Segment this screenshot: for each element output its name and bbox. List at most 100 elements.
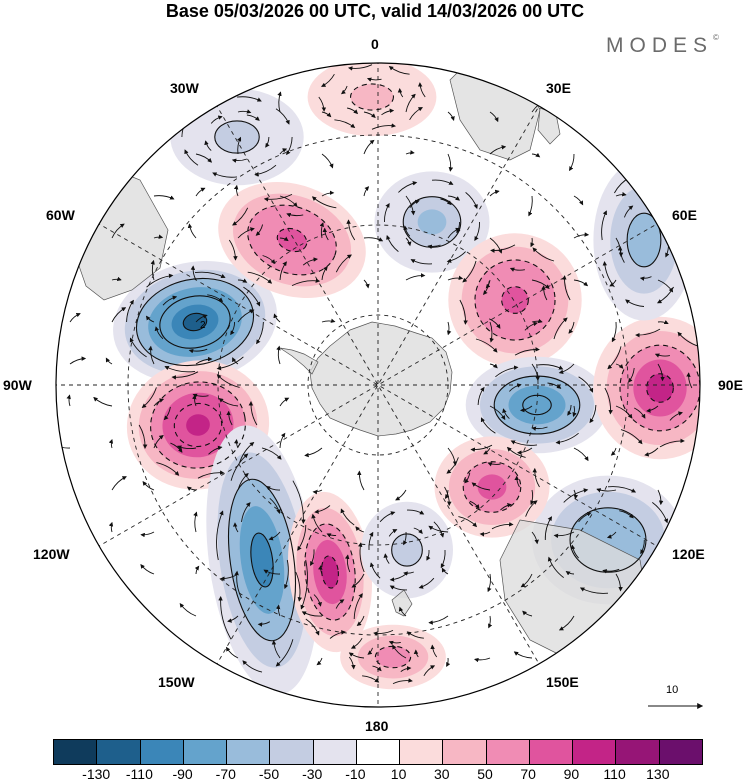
wind-arrow — [578, 511, 592, 523]
wind-arrow — [389, 585, 408, 591]
wind-arrow — [573, 232, 590, 239]
wind-arrow — [447, 447, 458, 466]
wind-arrow — [601, 210, 607, 241]
wind-arrow — [269, 497, 281, 514]
wind-arrow — [388, 640, 401, 646]
wind-arrow — [232, 522, 239, 533]
anomaly-low-tasman — [391, 533, 423, 567]
anomaly-high-180 — [375, 646, 411, 668]
wind-arrow — [363, 139, 375, 155]
wind-arrow — [489, 318, 501, 329]
wind-arrow — [230, 453, 249, 481]
wind-arrow — [195, 314, 208, 323]
wind-arrow — [237, 136, 242, 155]
wind-arrow — [188, 348, 208, 354]
wind-arrow — [569, 153, 575, 172]
colorbar-tick-label: 70 — [520, 766, 536, 782]
colorbar-swatch — [227, 740, 271, 764]
wind-arrow — [398, 606, 407, 617]
wind-arrow — [262, 255, 276, 264]
wind-arrow — [553, 531, 575, 539]
wind-arrow — [318, 96, 327, 112]
wind-arrow — [347, 107, 359, 115]
wind-arrow — [652, 502, 669, 524]
lon-label-60w: 60W — [46, 207, 75, 223]
wind-arrow — [418, 577, 435, 589]
wind-arrow — [263, 569, 281, 575]
wind-arrow — [525, 500, 538, 517]
wind-arrow — [186, 486, 197, 491]
wind-arrow — [490, 244, 516, 253]
wind-arrow — [335, 254, 352, 273]
wind-arrow — [579, 587, 609, 594]
anomaly-high-indian-west — [501, 286, 529, 314]
colorbar-tick-label: -70 — [215, 766, 236, 782]
wind-arrow — [474, 221, 480, 241]
wind-arrow — [301, 611, 323, 617]
wind-arrow — [108, 521, 114, 533]
wind-arrow — [93, 396, 113, 407]
wind-arrow — [392, 678, 413, 685]
wind-arrow — [335, 599, 345, 609]
wind-arrow — [233, 184, 239, 197]
anomaly-high-south-of-australia — [477, 474, 507, 500]
wind-arrow — [156, 462, 180, 476]
wind-arrow — [237, 309, 255, 323]
wind-arrow — [319, 222, 324, 239]
wind-arrow — [563, 488, 589, 503]
lon-label-90w: 90W — [3, 377, 32, 393]
wind-arrow — [698, 407, 700, 430]
wind-arrow — [195, 356, 213, 365]
colorbar-tick-label: -10 — [345, 766, 366, 782]
wind-arrow — [265, 136, 270, 148]
wind-arrow — [573, 279, 589, 287]
wind-arrow — [383, 553, 390, 564]
wind-arrow — [553, 317, 568, 340]
wind-arrow — [286, 136, 293, 156]
wind-arrow — [669, 411, 683, 421]
colorbar-swatch — [616, 740, 660, 764]
wind-arrow — [388, 529, 398, 537]
wind-arrow — [615, 405, 633, 419]
wind-arrow — [279, 432, 286, 449]
wind-arrow — [530, 489, 535, 506]
wind-arrow — [447, 153, 454, 172]
wind-arrow — [279, 148, 288, 155]
wind-arrow — [440, 549, 446, 569]
lon-label-0: 0 — [371, 36, 379, 52]
wind-arrow — [247, 271, 273, 284]
wind-arrow — [212, 172, 238, 178]
wind-arrow — [635, 328, 661, 338]
wind-arrow — [386, 234, 399, 252]
wind-vectors — [56, 64, 700, 685]
wind-arrow — [615, 237, 624, 258]
wind-arrow — [405, 273, 426, 281]
lon-label-120w: 120W — [33, 546, 70, 562]
contour-line — [619, 344, 700, 432]
wind-arrow — [513, 651, 533, 659]
wind-arrow — [371, 123, 396, 130]
wind-arrow — [316, 657, 323, 666]
wind-arrow — [207, 294, 224, 302]
wind-arrow — [69, 356, 87, 365]
anomaly-low-atlantic-north — [214, 120, 260, 154]
lon-label-180: 180 — [365, 718, 389, 734]
wind-arrow — [520, 405, 533, 413]
wind-arrow — [389, 573, 407, 582]
lon-label-120e: 120E — [672, 546, 705, 562]
wind-arrow — [363, 237, 384, 242]
wind-arrow — [154, 326, 164, 340]
contour-line — [569, 507, 647, 573]
lon-label-150w: 150W — [158, 674, 195, 690]
wind-arrow — [105, 357, 113, 365]
wind-arrow — [368, 531, 374, 551]
wind-arrow — [216, 510, 224, 561]
contour-line — [349, 83, 395, 111]
wind-arrow — [430, 644, 438, 658]
wind-arrow — [111, 223, 125, 239]
wind-arrow — [483, 447, 491, 455]
wind-arrow — [321, 266, 328, 281]
wind-arrow — [604, 387, 613, 415]
wind-arrow — [279, 397, 290, 407]
wind-arrow — [611, 321, 617, 343]
